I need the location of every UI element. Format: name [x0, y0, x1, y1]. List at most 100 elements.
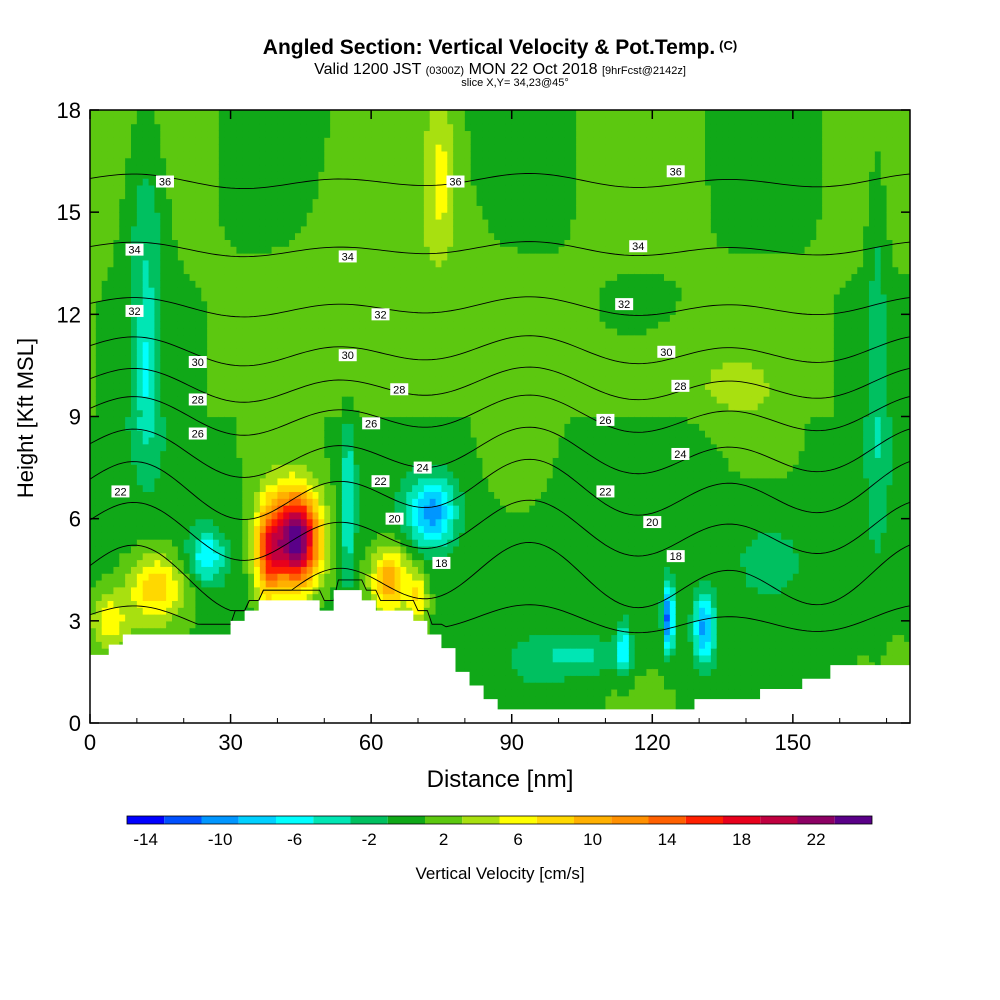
field-cell — [254, 443, 261, 452]
field-cell — [248, 423, 255, 431]
field-cell — [347, 341, 355, 349]
field-cell — [400, 273, 407, 281]
field-cell — [166, 484, 173, 493]
field-cell — [195, 375, 202, 384]
field-cell — [148, 443, 156, 452]
field-cell — [388, 559, 396, 567]
field-cell — [142, 137, 150, 145]
field-cell — [265, 191, 273, 200]
field-cell — [283, 150, 290, 159]
field-cell — [400, 498, 407, 506]
field-cell — [218, 218, 226, 227]
field-cell — [306, 396, 314, 404]
field-cell — [248, 416, 255, 424]
field-cell — [353, 266, 361, 275]
field-cell — [277, 545, 284, 554]
field-cell — [330, 559, 337, 567]
field-cell — [189, 505, 197, 513]
field-cell — [166, 293, 173, 302]
field-cell — [107, 137, 115, 145]
field-cell — [183, 409, 191, 418]
field-cell — [154, 627, 161, 636]
field-cell — [131, 382, 138, 390]
field-cell — [160, 253, 167, 261]
field-cell — [207, 559, 214, 567]
field-cell — [148, 457, 156, 465]
field-cell — [324, 464, 331, 472]
field-cell — [382, 409, 390, 418]
field-cell — [172, 389, 179, 397]
field-cell — [101, 600, 109, 608]
field-cell — [377, 137, 384, 145]
field-cell — [265, 566, 273, 574]
field-cell — [359, 477, 366, 486]
field-cell — [271, 266, 279, 275]
field-cell — [289, 321, 296, 329]
field-cell — [271, 130, 279, 138]
field-cell — [148, 259, 156, 268]
field-cell — [95, 300, 103, 309]
field-cell — [148, 607, 156, 615]
field-cell — [271, 144, 279, 152]
field-cell — [330, 498, 337, 506]
field-cell — [224, 573, 232, 581]
field-cell — [142, 545, 150, 554]
field-cell — [177, 212, 185, 220]
field-cell — [265, 205, 273, 213]
field-cell — [113, 539, 120, 547]
field-cell — [283, 300, 290, 309]
field-cell — [207, 157, 214, 166]
field-cell — [318, 246, 325, 254]
field-cell — [289, 110, 296, 118]
field-cell — [148, 436, 156, 445]
field-cell — [324, 348, 331, 356]
field-cell — [347, 266, 355, 275]
field-cell — [341, 382, 349, 390]
field-cell — [312, 457, 320, 465]
field-cell — [125, 409, 132, 418]
field-cell — [136, 457, 144, 465]
field-cell — [318, 150, 325, 159]
field-cell — [289, 287, 296, 295]
field-cell — [336, 218, 343, 227]
field-cell — [382, 430, 390, 438]
field-cell — [183, 232, 191, 241]
field-cell — [230, 239, 238, 247]
field-cell — [136, 368, 144, 377]
field-cell — [195, 348, 202, 356]
field-cell — [271, 375, 279, 384]
field-cell — [242, 198, 249, 206]
field-cell — [318, 212, 325, 220]
field-cell — [359, 430, 366, 438]
field-cell — [289, 218, 296, 227]
field-cell — [406, 246, 413, 254]
field-cell — [230, 273, 238, 281]
field-cell — [160, 300, 167, 309]
field-cell — [382, 375, 390, 384]
field-cell — [131, 470, 138, 479]
field-cell — [113, 191, 120, 200]
field-cell — [312, 539, 320, 547]
field-cell — [142, 341, 150, 349]
field-cell — [90, 287, 97, 295]
field-cell — [195, 205, 202, 213]
field-cell — [101, 171, 109, 179]
field-cell — [359, 178, 366, 186]
field-cell — [388, 225, 396, 234]
field-cell — [177, 539, 185, 547]
field-cell — [377, 300, 384, 309]
field-cell — [95, 246, 103, 254]
field-cell — [248, 470, 255, 479]
field-cell — [406, 498, 413, 506]
field-cell — [312, 416, 320, 424]
field-cell — [359, 191, 366, 200]
field-cell — [172, 402, 179, 411]
field-cell — [213, 266, 220, 275]
field-cell — [324, 586, 331, 595]
field-cell — [254, 545, 261, 554]
field-cell — [142, 307, 150, 315]
field-cell — [136, 539, 144, 547]
field-cell — [125, 362, 132, 370]
field-cell — [353, 450, 361, 458]
field-cell — [131, 327, 138, 336]
